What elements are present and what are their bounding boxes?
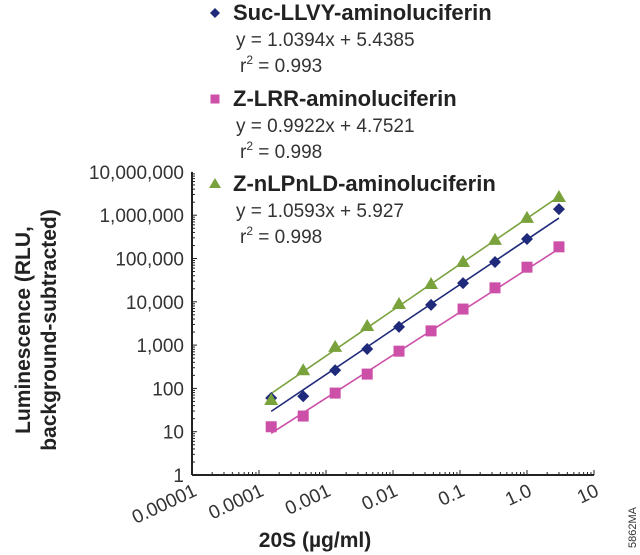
data-points xyxy=(264,190,566,433)
x-axis-title: 20S (µg/ml) xyxy=(259,529,371,552)
diamond-marker xyxy=(361,342,374,355)
x-tick-label: 0.0001 xyxy=(206,480,268,524)
square-marker xyxy=(361,368,373,380)
x-tick-label: 1.0 xyxy=(502,480,535,510)
x-tick-label: 10 xyxy=(574,480,602,508)
y-tick-label: 1,000,000 xyxy=(99,206,184,227)
y-tick-label: 100 xyxy=(152,379,184,400)
x-tick-label: 0.1 xyxy=(435,480,468,510)
square-marker xyxy=(553,241,565,253)
x-tick-label: 0.01 xyxy=(359,480,401,515)
square-marker xyxy=(457,303,469,315)
y-tick-label: 10,000 xyxy=(126,293,184,314)
legend-r-squared: r2 = 0.998 xyxy=(240,224,322,248)
y-tick-label: 1 xyxy=(173,466,184,487)
square-marker xyxy=(210,94,220,104)
triangle-marker xyxy=(209,178,221,188)
trendline xyxy=(270,248,560,434)
legend-equation: y = 1.0394x + 5.4385 xyxy=(236,30,415,51)
legend-series-name: Z-LRR-aminoluciferin xyxy=(233,86,457,111)
triangle-marker xyxy=(360,319,375,332)
triangle-marker xyxy=(296,363,311,376)
y-tick-label: 10,000,000 xyxy=(89,163,184,184)
triangle-marker xyxy=(328,339,343,352)
legend-r-squared: r2 = 0.998 xyxy=(240,139,322,163)
square-marker xyxy=(489,282,501,294)
square-marker xyxy=(521,261,533,273)
triangle-marker xyxy=(424,277,439,290)
diamond-marker xyxy=(393,320,406,333)
diamond-marker xyxy=(329,364,342,377)
triangle-marker xyxy=(264,392,279,405)
diamond-marker xyxy=(425,298,438,311)
legend-series-name: Z-nLPnLD-aminoluciferin xyxy=(233,171,496,196)
diamond-marker xyxy=(489,256,502,269)
y-tick-label: 100,000 xyxy=(115,250,184,271)
triangle-marker xyxy=(456,255,471,268)
legend-r-squared: r2 = 0.993 xyxy=(240,53,322,77)
y-axis-title-line1: Luminescence (RLU, xyxy=(12,226,35,434)
diamond-marker xyxy=(297,390,310,403)
square-marker xyxy=(329,387,341,399)
trendlines xyxy=(270,195,560,434)
trendline xyxy=(270,195,560,395)
triangle-marker xyxy=(392,296,407,309)
x-tick-label: 0.001 xyxy=(282,480,334,519)
trendline xyxy=(270,217,560,413)
triangle-marker xyxy=(488,232,503,245)
legend-equation: y = 0.9922x + 4.7521 xyxy=(236,116,415,137)
x-tick-label: 0.00001 xyxy=(129,480,200,528)
legend: Suc-LLVY-aminoluciferin y = 1.0394x + 5.4… xyxy=(209,0,496,248)
triangle-marker xyxy=(551,190,566,203)
diamond-marker xyxy=(552,203,565,216)
legend-series-name: Suc-LLVY-aminoluciferin xyxy=(233,0,492,25)
square-marker xyxy=(297,410,309,422)
y-tick-label: 1,000 xyxy=(136,336,184,357)
square-marker xyxy=(265,421,277,433)
figure-code: 5862MA xyxy=(627,506,639,548)
diamond-marker xyxy=(210,8,220,18)
legend-equation: y = 1.0593x + 5.927 xyxy=(236,201,404,222)
diamond-marker xyxy=(457,277,470,290)
square-marker xyxy=(393,345,405,357)
y-tick-label: 10 xyxy=(163,423,184,444)
y-axis-title-line2: background-subtracted) xyxy=(38,209,61,451)
triangle-marker xyxy=(520,210,534,223)
diamond-marker xyxy=(521,233,533,246)
square-marker xyxy=(425,325,437,337)
